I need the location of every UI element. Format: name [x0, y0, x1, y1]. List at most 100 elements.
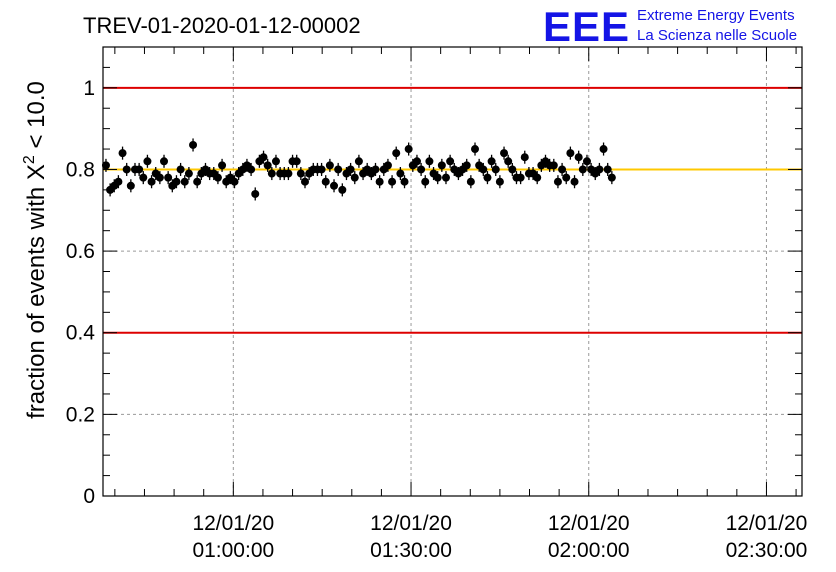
data-point [574, 150, 583, 164]
data-point [392, 146, 401, 160]
data-marker [155, 173, 164, 182]
data-marker [101, 161, 110, 170]
data-marker [425, 157, 434, 166]
data-marker [562, 173, 571, 182]
data-marker [259, 153, 268, 162]
data-point [135, 162, 144, 176]
data-marker [582, 157, 591, 166]
y-axis-label-symbol: X [23, 164, 50, 180]
data-point [462, 158, 471, 172]
data-marker [549, 161, 558, 170]
data-marker [296, 169, 305, 178]
data-marker [330, 181, 339, 190]
y-tick-labels: 0 0.2 0.4 0.6 0.8 1 [66, 77, 96, 508]
data-point [271, 154, 280, 168]
data-point [549, 158, 558, 172]
data-point [325, 158, 334, 172]
data-point [437, 158, 446, 172]
data-point [404, 142, 413, 156]
data-point [172, 175, 181, 189]
data-marker [466, 177, 475, 186]
data-point [558, 162, 567, 176]
data-point [491, 162, 500, 176]
data-point [471, 142, 480, 156]
data-marker [520, 153, 529, 162]
data-marker [396, 169, 405, 178]
data-point [147, 175, 156, 189]
data-point [284, 167, 293, 181]
data-point [421, 175, 430, 189]
data-marker [338, 185, 347, 194]
data-marker [570, 177, 579, 186]
data-point [483, 171, 492, 185]
data-point [122, 162, 131, 176]
data-point [495, 175, 504, 189]
data-point [259, 150, 268, 164]
data-point [388, 175, 397, 189]
data-point [466, 175, 475, 189]
data-point [508, 162, 517, 176]
y-axis-label-suffix: < 10.0 [23, 81, 50, 155]
data-point [350, 171, 359, 185]
data-point [118, 146, 127, 160]
data-marker [126, 181, 135, 190]
x-tick-labels: 12/01/20 01:00:00 12/01/20 01:30:00 12/01/20… [192, 512, 807, 562]
data-point [533, 171, 542, 185]
data-marker [247, 165, 256, 174]
data-marker [271, 157, 280, 166]
data-marker [143, 157, 152, 166]
data-point [479, 162, 488, 176]
data-marker [267, 169, 276, 178]
data-marker [533, 173, 542, 182]
data-points [101, 138, 616, 201]
data-point [114, 175, 123, 189]
data-marker [180, 177, 189, 186]
data-marker [383, 161, 392, 170]
data-marker [135, 165, 144, 174]
data-point [599, 142, 608, 156]
logo-line-1: Extreme Energy Events [637, 7, 795, 24]
data-point [160, 154, 169, 168]
data-marker [114, 177, 123, 186]
data-marker [471, 145, 480, 154]
data-point [578, 162, 587, 176]
data-marker [516, 173, 525, 182]
data-point [570, 175, 579, 189]
data-point [553, 175, 562, 189]
data-marker [404, 145, 413, 154]
data-marker [487, 157, 496, 166]
data-point [251, 187, 260, 201]
data-point [354, 154, 363, 168]
data-point [230, 175, 239, 189]
data-marker [189, 140, 198, 149]
axis-ticks [103, 46, 802, 497]
data-marker [334, 165, 343, 174]
data-marker [139, 173, 148, 182]
x-tick-date-label: 12/01/20 [192, 512, 274, 535]
logo-mark: EEE [543, 3, 630, 50]
data-point [400, 175, 409, 189]
data-point [375, 175, 384, 189]
data-point [412, 154, 421, 168]
data-point [582, 154, 591, 168]
data-marker [462, 161, 471, 170]
data-point [566, 146, 575, 160]
data-point [371, 162, 380, 176]
eee-logo: EEE Extreme Energy Events La Scienza nel… [543, 3, 797, 50]
data-point [383, 158, 392, 172]
data-marker [160, 157, 169, 166]
data-point [504, 154, 513, 168]
data-point [433, 171, 442, 185]
data-marker [284, 169, 293, 178]
y-tick-label: 0.8 [66, 158, 95, 181]
data-marker [388, 177, 397, 186]
data-point [164, 171, 173, 185]
data-marker [300, 177, 309, 186]
chart-title: TREV-01-2020-01-12-00002 [83, 13, 361, 38]
x-tick-time-label: 02:00:00 [548, 539, 630, 562]
data-marker [607, 173, 616, 182]
data-marker [412, 157, 421, 166]
data-point [446, 154, 455, 168]
data-marker [483, 173, 492, 182]
data-marker [193, 177, 202, 186]
